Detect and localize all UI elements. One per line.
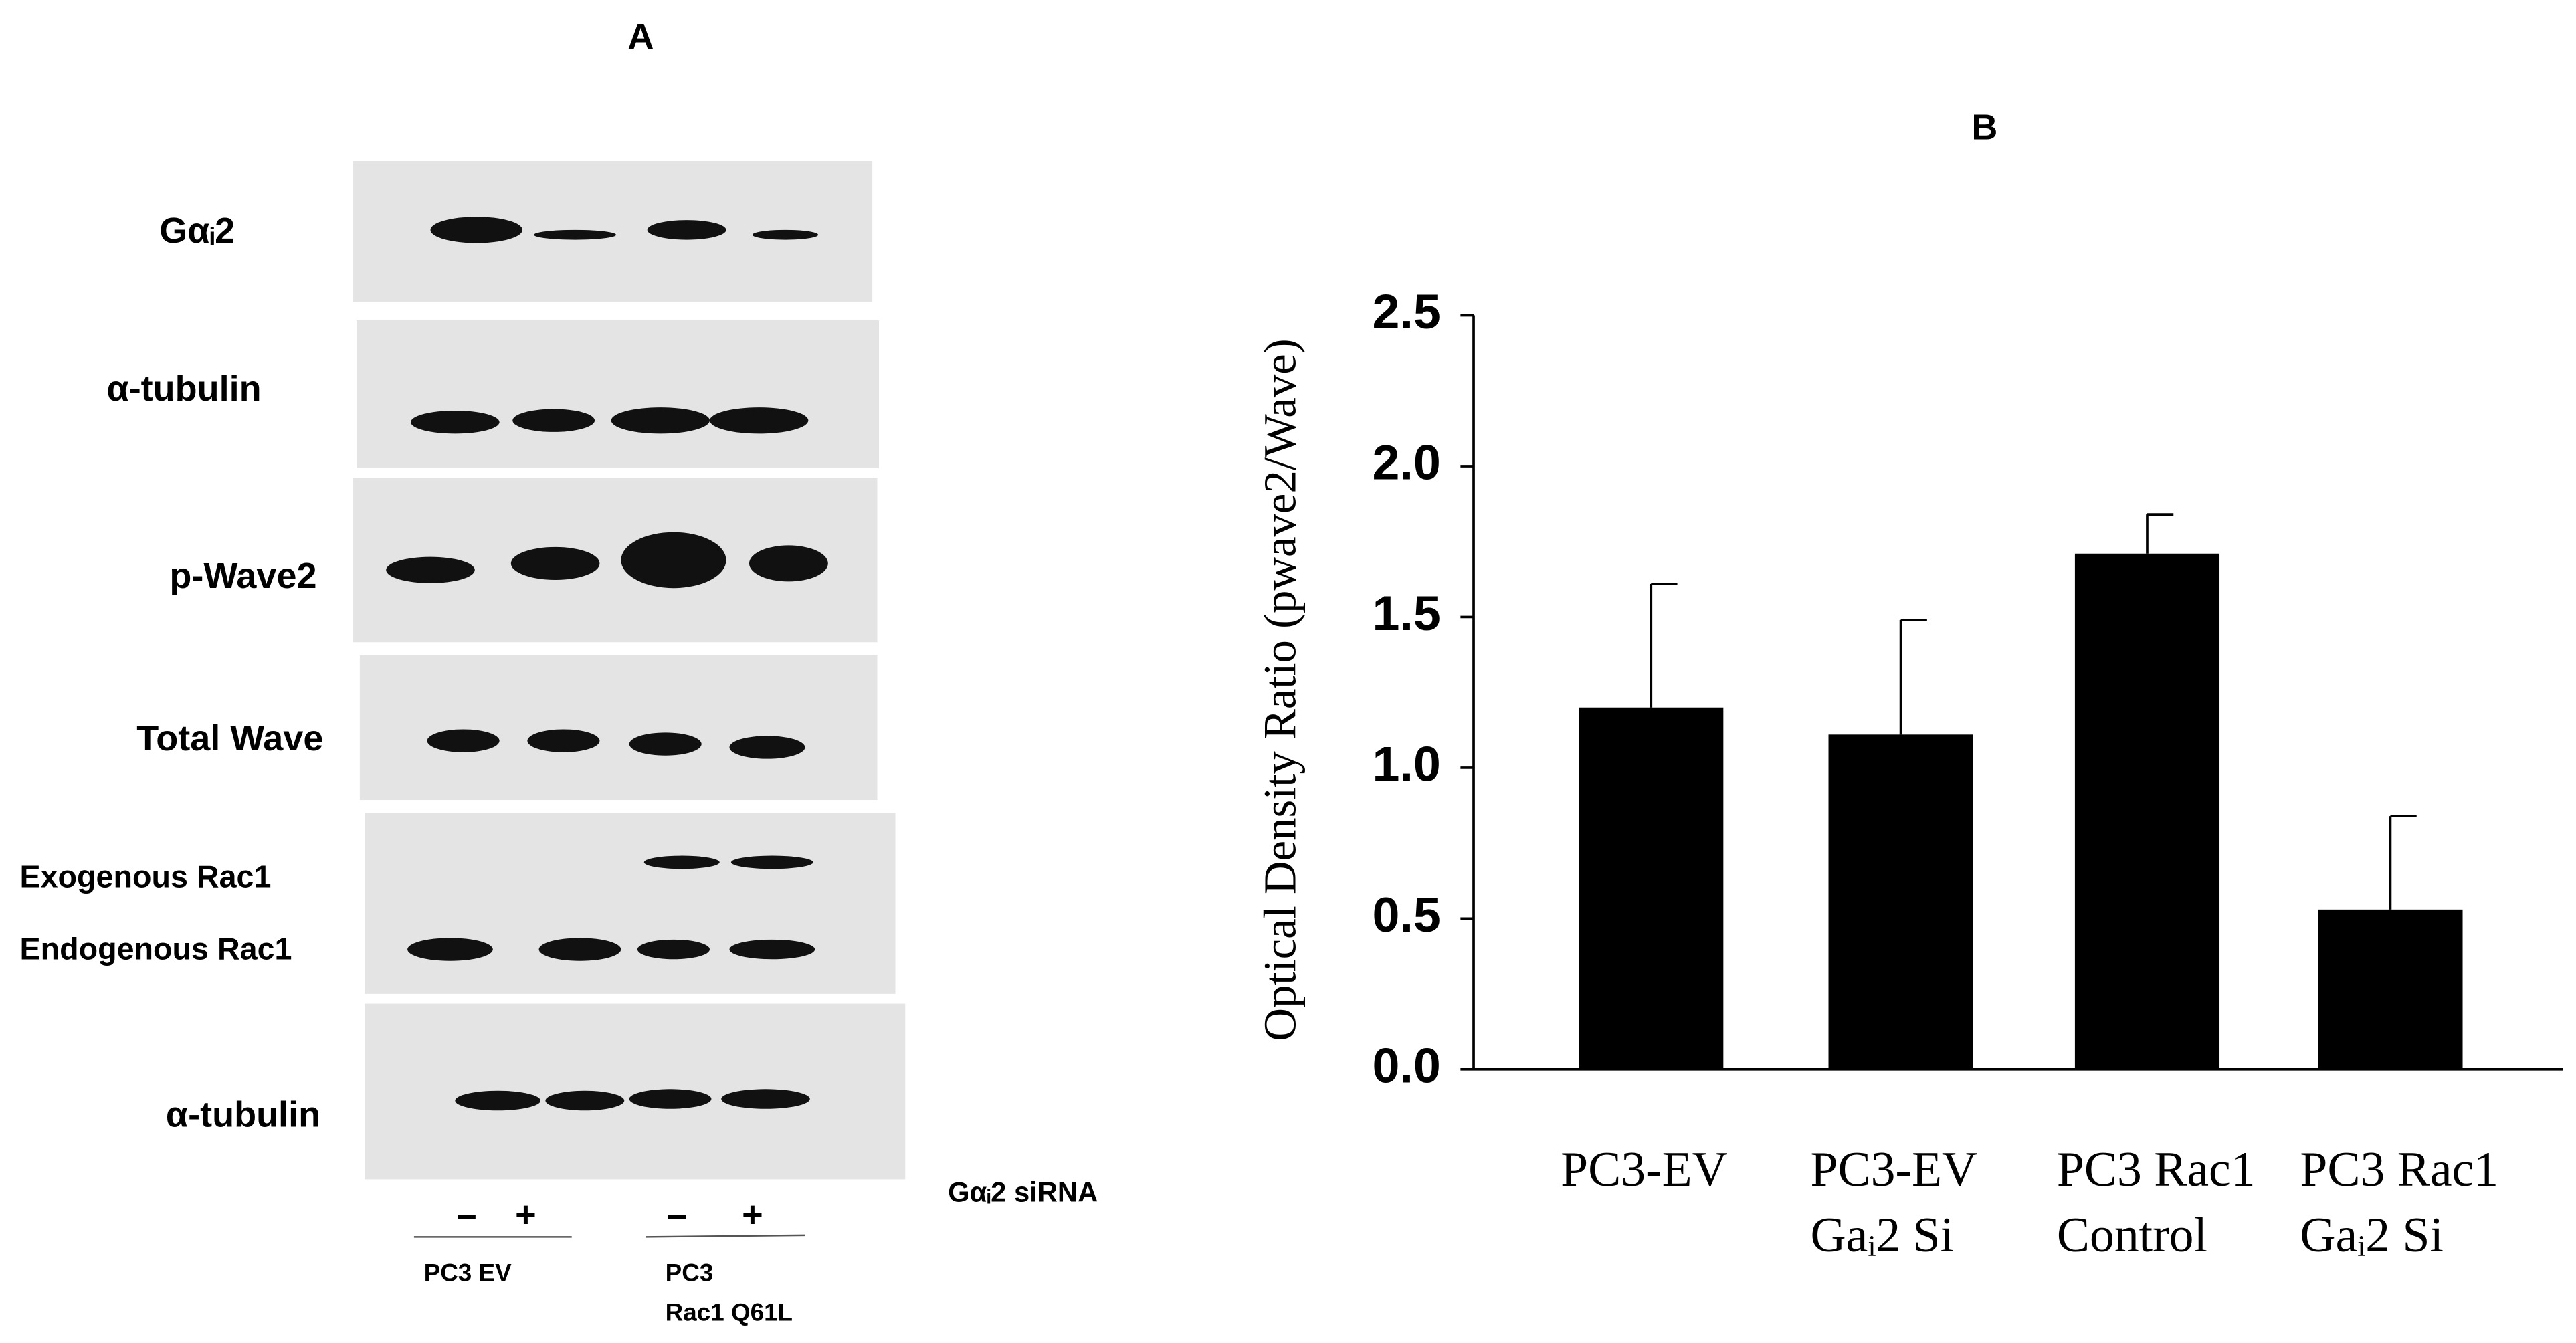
band (621, 532, 726, 589)
group-label: PC3 EV (424, 1259, 512, 1287)
band (721, 1089, 810, 1109)
y-tick-label: 1.0 (1372, 736, 1440, 791)
panel-a-title: A (627, 17, 654, 57)
blot (365, 813, 896, 994)
blot (356, 320, 879, 468)
band (729, 736, 805, 759)
row-label: Gαᵢ2 (159, 211, 235, 251)
band (427, 729, 500, 752)
y-tick-label: 1.5 (1372, 585, 1440, 641)
row-label: p-Wave2 (169, 556, 316, 596)
group-label: PC3 (666, 1259, 714, 1287)
band (637, 939, 710, 960)
lane-label: – (667, 1195, 687, 1235)
chart-title: B (1971, 107, 1997, 147)
treatment-label: Gαᵢ2 siRNA (948, 1176, 1098, 1208)
y-tick-label: 2.5 (1372, 284, 1440, 339)
band (629, 1089, 712, 1109)
row-label: Endogenous Rac1 (19, 931, 292, 966)
lane-label: – (456, 1195, 476, 1235)
band (411, 410, 500, 434)
group-line (646, 1234, 805, 1238)
band (534, 229, 617, 240)
lane-label: + (742, 1195, 763, 1235)
row-label: Exogenous Rac1 (19, 859, 271, 894)
band (629, 732, 702, 756)
bar (2318, 909, 2463, 1069)
band (749, 545, 828, 582)
blots (353, 161, 906, 1180)
x-tick-label: PC3 Rac1 (2057, 1142, 2256, 1197)
band (730, 855, 813, 869)
band (512, 409, 595, 432)
band (407, 938, 493, 961)
x-tick-label: PC3-EV (1810, 1142, 1977, 1197)
band (709, 407, 809, 434)
y-tick-label: 2.0 (1372, 434, 1440, 490)
x-tick-label: Control (2057, 1207, 2207, 1262)
x-tick-label: PC3 Rac1 (2300, 1142, 2498, 1197)
band (545, 1090, 625, 1111)
y-tick-label: 0.0 (1372, 1037, 1440, 1093)
y-tick-label: 0.5 (1372, 887, 1440, 942)
x-tick-label: Gaᵢ2 Si (2300, 1207, 2444, 1262)
band (430, 217, 523, 243)
row-label: α-tubulin (106, 369, 261, 409)
band (510, 546, 600, 580)
band (752, 229, 819, 240)
blot (365, 1003, 906, 1180)
band (729, 939, 815, 960)
group-label: Rac1 Q61L (666, 1299, 793, 1326)
band (455, 1090, 541, 1111)
bar (1579, 707, 1724, 1069)
band (647, 220, 726, 240)
x-tick-label: PC3-EV (1561, 1142, 1728, 1197)
band (538, 938, 621, 961)
bar (1828, 734, 1973, 1069)
x-tick-label: Gaᵢ2 Si (1810, 1207, 1954, 1262)
bar (2074, 553, 2220, 1069)
blot (359, 655, 878, 801)
band (643, 855, 720, 869)
band (386, 556, 475, 583)
band (611, 407, 710, 434)
row-label: Total Wave (136, 718, 323, 758)
band (527, 729, 600, 752)
y-axis-label: Optical Density Ratio (pwave2/Wave) (1254, 338, 1305, 1041)
lane-label: + (515, 1195, 536, 1235)
row-label: α-tubulin (166, 1094, 320, 1134)
